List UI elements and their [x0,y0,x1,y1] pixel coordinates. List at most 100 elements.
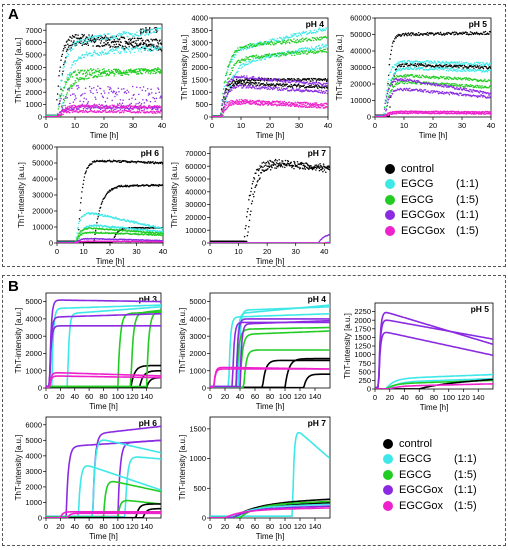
data-point [142,45,145,47]
data-point [71,93,74,95]
data-point [394,71,397,74]
data-point [116,47,119,49]
data-point [428,61,431,64]
data-point [75,41,78,43]
data-point [296,103,299,106]
data-point [90,36,92,39]
data-point [153,112,155,114]
data-point [67,110,70,112]
data-point [312,106,314,108]
data-point [256,84,259,86]
data-point [259,88,262,90]
data-point [157,47,160,49]
data-point [325,80,328,82]
data-point [125,71,127,74]
data-point [415,65,418,68]
data-point [244,99,247,101]
data-point [62,98,65,101]
data-point [407,88,410,90]
data-point [126,89,128,92]
data-point [127,91,130,93]
data-point [484,78,486,81]
data-point [230,59,232,62]
data-point [457,61,459,63]
data-point [133,93,135,96]
data-point [138,37,140,40]
data-point [123,106,126,108]
data-point [301,89,303,92]
data-point [152,105,154,108]
data-point [133,47,135,50]
data-point [278,53,280,56]
data-point [103,42,105,44]
data-point [117,45,120,48]
data-point [438,69,440,71]
data-point [103,44,106,47]
data-point [75,109,78,111]
data-point [446,61,449,64]
data-point [327,27,328,30]
data-point [387,101,389,104]
data-point [419,90,422,92]
data-point [102,44,105,47]
data-point [295,88,298,90]
data-point [231,58,234,61]
data-point [98,39,100,41]
data-point [139,29,141,32]
data-point [259,58,261,61]
data-point [118,110,120,112]
data-point [282,38,284,41]
data-point [93,86,95,89]
data-point [253,102,256,104]
data-point [101,107,103,109]
data-point [103,67,105,70]
data-point [77,85,79,87]
data-point [256,78,259,80]
data-point [70,74,72,76]
data-point [82,107,85,110]
data-point [231,104,233,106]
data-point [244,79,246,82]
data-point [299,89,302,91]
data-point [238,67,241,69]
data-point [108,52,110,55]
data-point [104,43,107,46]
data-point [482,96,484,98]
data-point [280,78,282,81]
data-point [465,33,468,36]
data-point [260,79,262,81]
data-point [134,47,137,49]
data-point [269,44,272,46]
data-point [255,54,258,56]
data-point [156,70,158,72]
data-point [266,41,269,43]
data-point [318,39,320,41]
data-point [229,85,232,87]
data-point [462,31,464,34]
data-point [72,41,75,44]
data-point [88,40,90,42]
data-point [447,63,449,65]
data-point [129,68,132,71]
data-point [82,36,84,38]
data-point [452,70,454,72]
data-point [233,80,236,82]
data-point [244,59,247,61]
data-point [75,42,77,45]
chart-a-ph4: 0 10 20 30 400500100015002000250030003500400… [180,14,332,140]
data-point [113,108,115,110]
data-point [252,77,254,79]
data-point [223,81,226,84]
data-point [298,40,301,43]
data-point [87,100,90,103]
data-point [311,104,314,107]
data-point [295,40,297,42]
data-point [458,83,461,86]
data-point [156,49,158,52]
data-point [157,45,159,47]
data-point [90,68,92,70]
data-point [151,49,153,52]
data-point [73,99,76,101]
data-point [386,97,389,100]
